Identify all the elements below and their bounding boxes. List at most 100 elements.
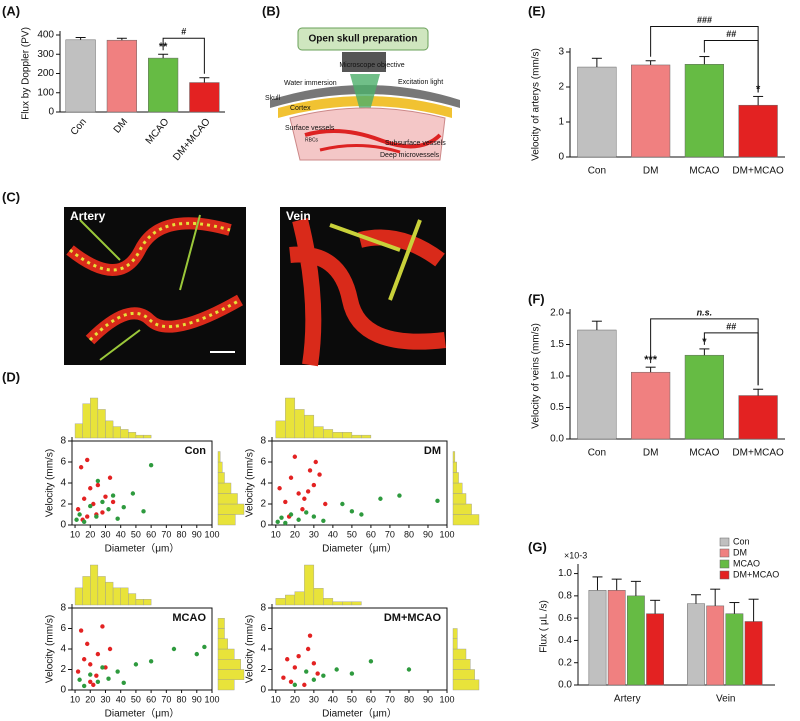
- bar: [577, 329, 617, 440]
- vessel: [319, 144, 401, 154]
- histogram-bar: [90, 564, 99, 606]
- panel-label: (G): [528, 539, 547, 554]
- skull: [270, 85, 460, 108]
- bracket: [650, 318, 759, 386]
- histogram-bar: [143, 599, 152, 606]
- histogram-bar: [452, 669, 475, 680]
- x-tick-label: 60: [146, 694, 156, 704]
- bracket-label: ##: [726, 29, 736, 39]
- point: [317, 472, 322, 477]
- y-axis-label: Velocity (mm/s): [45, 615, 56, 683]
- histogram-bar: [217, 482, 232, 494]
- bar: [106, 39, 137, 113]
- y-tick-label: 3: [558, 47, 564, 58]
- chart-title: DM: [424, 445, 441, 457]
- histogram-bar: [105, 581, 114, 606]
- x-tick-label: 100: [204, 529, 219, 539]
- bracket-label: #: [181, 27, 186, 37]
- histogram-bar: [294, 409, 305, 439]
- x-tick-label: 50: [347, 529, 357, 539]
- point: [148, 462, 154, 468]
- histogram-bar: [217, 461, 223, 473]
- point: [74, 517, 79, 522]
- point: [88, 672, 93, 677]
- x-tick-label: 80: [177, 529, 187, 539]
- bar: [631, 371, 671, 440]
- point: [368, 659, 374, 664]
- y-tick-label: 2: [558, 82, 564, 93]
- chart-title: Con: [185, 445, 207, 457]
- point: [406, 667, 412, 672]
- y-tick-label: 6: [60, 457, 66, 468]
- bar: [738, 104, 778, 158]
- point: [378, 496, 383, 501]
- histogram-bar: [313, 426, 324, 439]
- light-cone: [350, 74, 380, 118]
- histogram-bar: [332, 601, 343, 606]
- chart-title: DM+MCAO: [384, 612, 442, 624]
- point: [321, 673, 326, 678]
- y-tick-label: 0: [260, 520, 266, 531]
- histogram-bar: [217, 503, 245, 515]
- y-axis-label: Flux ( μL /s): [539, 600, 550, 653]
- y-tick-label: 2: [60, 499, 66, 510]
- x-tick-label: Vein: [716, 694, 735, 705]
- vessel: [329, 219, 422, 301]
- point: [115, 516, 120, 521]
- histogram-bar: [304, 564, 315, 606]
- bar: [65, 39, 96, 113]
- point: [435, 498, 440, 504]
- point: [321, 518, 326, 523]
- point: [95, 478, 101, 484]
- bar: [706, 605, 725, 686]
- panel-label: (B): [262, 3, 280, 18]
- y-tick-label: 1.0: [550, 371, 564, 382]
- histogram-bar: [452, 679, 480, 691]
- diagram-label: Excitation light: [398, 79, 443, 86]
- x-tick-label: 50: [131, 694, 141, 704]
- y-tick-label: 4: [60, 644, 66, 655]
- x-tick-label: DM: [643, 448, 659, 459]
- y-tick-label: 8: [60, 603, 66, 614]
- histogram-bar: [135, 599, 144, 606]
- point: [107, 646, 113, 652]
- point: [288, 512, 294, 517]
- x-axis-label: Diameter（μm）: [105, 543, 180, 555]
- point: [311, 482, 317, 488]
- vessel: [79, 214, 201, 361]
- cortex: [278, 96, 452, 118]
- point: [397, 493, 402, 498]
- histogram-bar: [452, 638, 458, 650]
- x-tick-label: 10: [70, 529, 80, 539]
- diagram-label: Surface vessels: [285, 125, 335, 132]
- histogram-bar: [217, 638, 228, 650]
- y-tick-label: 0.2: [558, 657, 572, 668]
- vessel: [69, 221, 241, 342]
- y-tick-label: 0.5: [550, 402, 564, 413]
- legend-swatch: [719, 548, 730, 558]
- x-tick-label: 90: [423, 694, 433, 704]
- histogram-bar: [105, 420, 114, 439]
- point: [103, 665, 108, 670]
- point: [315, 671, 320, 676]
- x-tick-label: 50: [347, 694, 357, 704]
- y-tick-label: 2: [260, 664, 266, 675]
- panel-label: (A): [2, 3, 20, 18]
- bracket: [162, 37, 205, 74]
- bracket-label: n.s.: [697, 307, 713, 317]
- point: [78, 628, 84, 633]
- x-tick-label: 60: [366, 694, 376, 704]
- histogram-bar: [452, 451, 456, 463]
- header-box: [297, 27, 429, 51]
- bar: [607, 590, 626, 686]
- bracket-label: ###: [697, 15, 712, 25]
- histogram-bar: [74, 423, 83, 439]
- bar: [684, 354, 724, 440]
- panel-label: (F): [528, 291, 545, 306]
- image-label: Vein: [286, 209, 311, 223]
- histogram-bar: [217, 628, 225, 639]
- histogram-bar: [323, 598, 334, 606]
- x-tick-label: 80: [404, 694, 414, 704]
- bar: [148, 57, 179, 113]
